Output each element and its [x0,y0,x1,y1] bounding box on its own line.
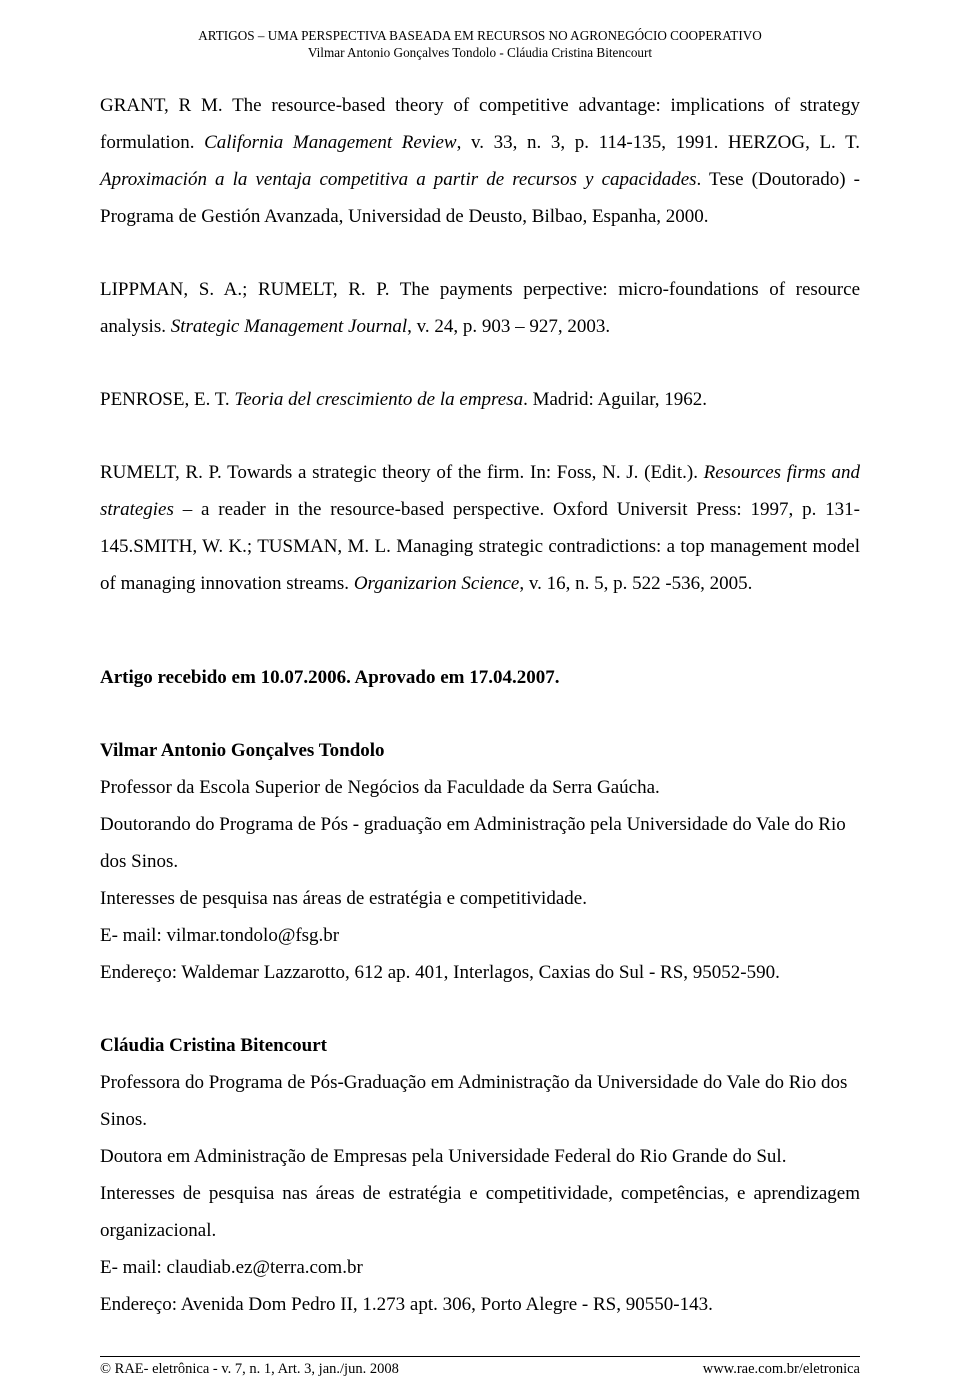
author-line: Professora do Programa de Pós-Graduação … [100,1064,860,1138]
ref-text: , v. 24, p. 903 – 927, 2003. [407,316,610,337]
author-name: Cláudia Cristina Bitencourt [100,1027,860,1064]
ref-text: , v. 33, n. 3, p. 114-135, 1991. [457,132,719,153]
running-header: ARTIGOS – UMA PERSPECTIVA BASEADA EM REC… [100,28,860,61]
author-name: Vilmar Antonio Gonçalves Tondolo [100,732,860,769]
ref-text: , v. 16, n. 5, p. 522 -536, 2005. [519,573,752,594]
author-line: Doutora em Administração de Empresas pel… [100,1138,860,1175]
reference-rumelt-smith: RUMELT, R. P. Towards a strategic theory… [100,454,860,602]
reference-grant-herzog: GRANT, R M. The resource-based theory of… [100,87,860,235]
footer-left: © RAE- eletrônica - v. 7, n. 1, Art. 3, … [100,1361,399,1378]
ref-journal: Strategic Management Journal [171,316,407,337]
header-line-1: ARTIGOS – UMA PERSPECTIVA BASEADA EM REC… [100,28,860,45]
ref-title: Aproximación a la ventaja competitiva a … [100,169,697,190]
author-line: Interesses de pesquisa nas áreas de estr… [100,880,860,917]
author-line: Professor da Escola Superior de Negócios… [100,769,860,806]
reference-lippman: LIPPMAN, S. A.; RUMELT, R. P. The paymen… [100,271,860,345]
ref-text: . Madrid: Aguilar, 1962. [523,389,707,410]
header-line-2: Vilmar Antonio Gonçalves Tondolo - Cláud… [100,45,860,62]
author-email: E- mail: claudiab.ez@terra.com.br [100,1249,860,1286]
ref-journal: California Management Review [204,132,457,153]
article-received: Artigo recebido em 10.07.2006. Aprovado … [100,659,860,696]
author-block-2: Cláudia Cristina Bitencourt Professora d… [100,1027,860,1323]
author-email: E- mail: vilmar.tondolo@fsg.br [100,917,860,954]
reference-penrose: PENROSE, E. T. Teoria del crescimiento d… [100,381,860,418]
page-footer: © RAE- eletrônica - v. 7, n. 1, Art. 3, … [100,1356,860,1378]
ref-text: HERZOG, L. T. [728,132,860,153]
author-line: Doutorando do Programa de Pós - graduaçã… [100,806,860,880]
page-content: GRANT, R M. The resource-based theory of… [100,87,860,1323]
ref-text: RUMELT, R. P. Towards a strategic theory… [100,462,704,483]
author-address: Endereço: Avenida Dom Pedro II, 1.273 ap… [100,1286,860,1323]
author-block-1: Vilmar Antonio Gonçalves Tondolo Profess… [100,732,860,991]
ref-journal: Organizarion Science [354,573,520,594]
footer-right: www.rae.com.br/eletronica [703,1361,860,1378]
ref-text: PENROSE, E. T. [100,389,234,410]
author-line: Interesses de pesquisa nas áreas de estr… [100,1175,860,1249]
author-address: Endereço: Waldemar Lazzarotto, 612 ap. 4… [100,954,860,991]
ref-title: Teoria del crescimiento de la empresa [234,389,523,410]
